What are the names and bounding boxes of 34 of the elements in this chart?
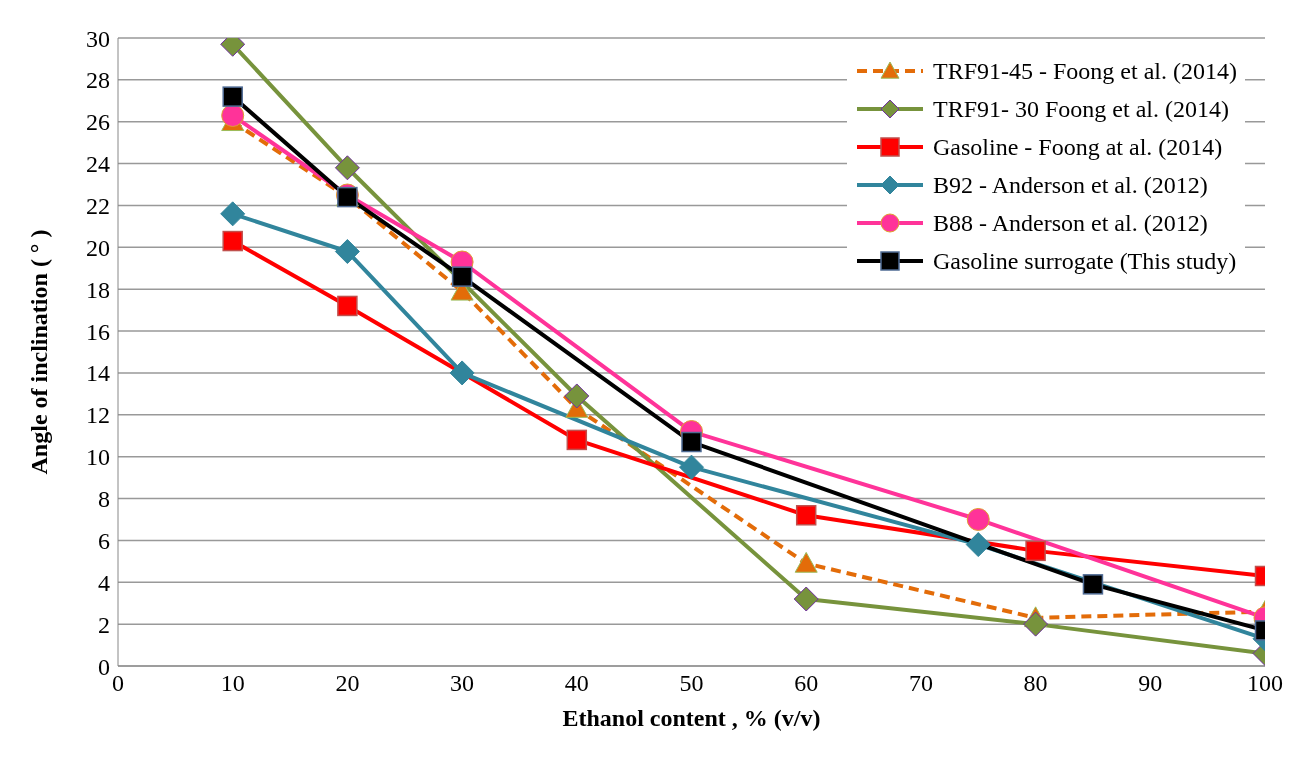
y-tick-label: 18 [86, 276, 110, 303]
y-tick-label: 2 [98, 611, 110, 638]
x-tick-label: 30 [450, 670, 475, 697]
x-axis-title: Ethanol content , % (v/v) [562, 705, 821, 731]
y-tick-label: 8 [98, 486, 110, 513]
x-tick-label: 40 [564, 670, 589, 697]
y-tick-label: 12 [86, 402, 110, 429]
y-tick-label: 28 [86, 67, 110, 94]
legend-label: B88 - Anderson et al. (2012) [933, 209, 1208, 237]
x-tick-label: 50 [679, 670, 704, 697]
x-tick-label: 100 [1247, 670, 1283, 697]
x-tick-label: 20 [335, 670, 360, 697]
y-tick-label: 6 [98, 527, 110, 554]
legend-label: TRF91- 30 Foong et al. (2014) [933, 95, 1229, 123]
x-tick-label: 70 [908, 670, 933, 697]
legend-label: Gasoline surrogate (This study) [933, 247, 1237, 275]
legend-label: Gasoline - Foong at al. (2014) [933, 133, 1223, 161]
y-tick-label: 0 [98, 653, 110, 680]
y-axis-title: Angle of inclination ( ° ) [25, 229, 52, 475]
y-tick-label: 4 [98, 569, 110, 596]
x-tick-label: 60 [794, 670, 819, 697]
y-tick-label: 20 [86, 234, 110, 261]
y-tick-label: 10 [86, 444, 110, 471]
y-tick-label: 14 [86, 360, 110, 387]
legend-label: B92 - Anderson et al. (2012) [933, 171, 1208, 199]
x-tick-label: 90 [1138, 670, 1163, 697]
y-tick-label: 26 [86, 109, 110, 136]
y-tick-label: 16 [86, 318, 110, 345]
y-tick-label: 24 [86, 151, 110, 178]
x-tick-label: 10 [220, 670, 245, 697]
legend-label: TRF91-45 - Foong et al. (2014) [933, 57, 1237, 85]
x-tick-label: 80 [1023, 670, 1048, 697]
y-tick-label: 22 [86, 192, 110, 219]
y-tick-label: 30 [86, 25, 110, 52]
